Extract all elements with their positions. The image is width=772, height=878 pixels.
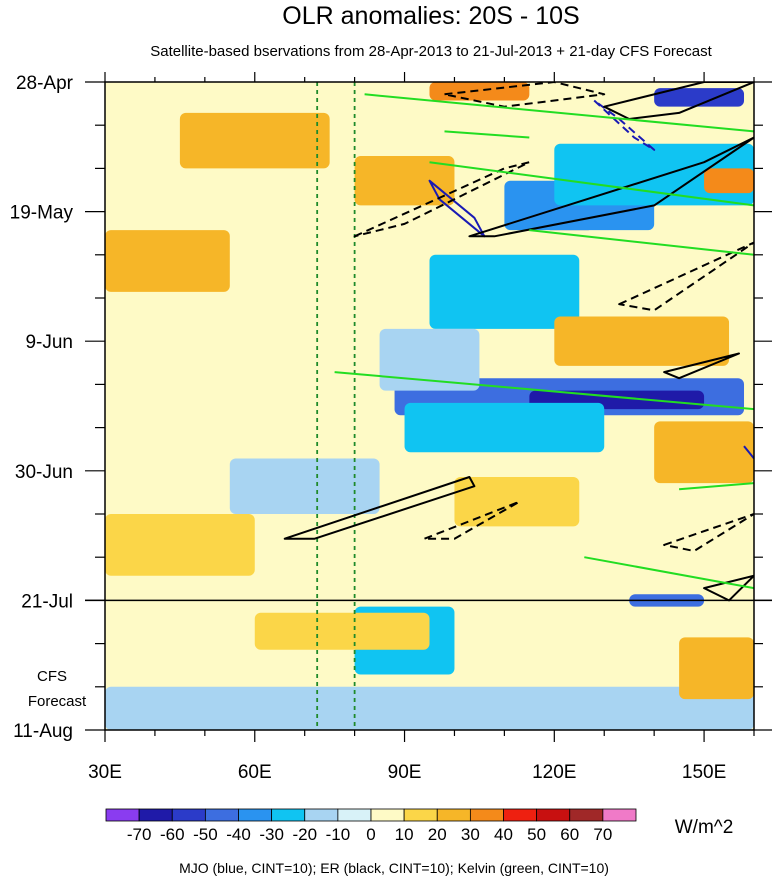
y-tick-label: 11-Aug <box>13 721 73 742</box>
colorbar-label: -20 <box>292 825 317 844</box>
forecast-label-line1: CFS <box>37 668 67 685</box>
colorbar-label: 30 <box>461 825 480 844</box>
colorbar-swatch-10 <box>436 808 471 822</box>
colorbar-label: 50 <box>527 825 546 844</box>
heatmap-cells <box>105 82 754 730</box>
kelvin-contour-15 <box>429 161 754 207</box>
plot-area <box>85 81 772 731</box>
colorbar-swatch-13 <box>536 808 571 822</box>
colorbar-units: W/m^2 <box>675 817 734 838</box>
colorbar-label: 70 <box>593 825 612 844</box>
heatmap-cell-24 <box>679 637 754 700</box>
x-axis: 30E 60E 90E 120E 150E <box>88 72 755 783</box>
colorbar-label: 10 <box>395 825 414 844</box>
colorbar-swatch-11 <box>469 808 504 822</box>
heatmap-cell-19 <box>654 421 754 484</box>
er-contour-8 <box>353 161 531 238</box>
x-tick-label: 60E <box>238 762 272 783</box>
colorbar-swatch-2 <box>171 808 206 822</box>
chart-title: OLR anomalies: 20S - 10S <box>282 2 579 30</box>
heatmap-cell-16 <box>105 230 230 292</box>
kelvin-contour-13 <box>334 371 754 411</box>
colorbar: -70 -60 -50 -40 -30 -20 -10 0 10 20 30 40 50 60 70 <box>105 808 637 844</box>
colorbar-label: -30 <box>259 825 284 844</box>
kelvin-contour-16 <box>529 229 754 256</box>
y-tick-label: 30-Jun <box>15 462 73 483</box>
x-tick-label: 120E <box>532 762 576 783</box>
heatmap-cell-14 <box>105 686 754 730</box>
y-axis: 28-Apr 19-May 9-Jun 30-Jun 21-Jul 11-Aug <box>10 73 772 742</box>
colorbar-label: 60 <box>560 825 579 844</box>
colorbar-swatch-3 <box>204 808 239 822</box>
er-contour-11 <box>663 513 754 552</box>
heatmap-cell-23 <box>254 612 430 650</box>
mjo-contour-1 <box>593 99 656 151</box>
heatmap-cell-17 <box>354 156 455 206</box>
colorbar-swatch-7 <box>337 808 372 822</box>
heatmap-cell-22 <box>105 514 255 576</box>
er-contour-7 <box>703 574 754 602</box>
colorbar-swatch-1 <box>138 808 173 822</box>
reference-lines <box>316 82 356 730</box>
colorbar-swatch-15 <box>602 808 637 822</box>
colorbar-label: -40 <box>226 825 251 844</box>
colorbar-label: 0 <box>366 825 375 844</box>
heatmap-cell-15 <box>179 112 330 169</box>
colorbar-label: -60 <box>160 825 185 844</box>
wave-contours <box>283 82 754 602</box>
heatmap-cell-8 <box>379 328 480 391</box>
colorbar-label: -50 <box>193 825 218 844</box>
y-tick-label: 9-Jun <box>25 332 73 353</box>
colorbar-swatch-12 <box>503 808 538 822</box>
heatmap-cell-7 <box>404 402 605 453</box>
er-contour-5 <box>283 476 476 540</box>
y-tick-label: 28-Apr <box>16 73 74 94</box>
mjo-contour-2 <box>743 445 754 460</box>
kelvin-contour-17 <box>584 556 754 590</box>
er-contour-12 <box>443 82 606 108</box>
er-contour-6 <box>663 352 740 380</box>
colorbar-label: 20 <box>428 825 447 844</box>
colorbar-swatch-9 <box>403 808 438 822</box>
heatmap-cell-12 <box>554 143 754 206</box>
heatmap-cell-9 <box>229 458 380 514</box>
colorbar-label: -70 <box>127 825 152 844</box>
heatmap-cell-18 <box>554 316 730 366</box>
heatmap-cell-21 <box>704 168 754 194</box>
colorbar-swatch-8 <box>370 808 405 822</box>
er-contour-9 <box>618 241 754 312</box>
colorbar-swatch-14 <box>569 808 604 822</box>
kelvin-contour-14 <box>364 93 754 133</box>
heatmap-cell-13 <box>654 88 745 107</box>
er-contour-4 <box>603 82 754 120</box>
kelvin-contour-19 <box>679 482 754 491</box>
heatmap-cell-2 <box>429 254 580 329</box>
colorbar-swatch-0 <box>105 808 140 822</box>
forecast-label-line2: Forecast <box>28 693 87 710</box>
heatmap-cell-20 <box>429 82 530 101</box>
chart-subtitle: Satellite-based bservations from 28-Apr-… <box>150 43 712 60</box>
colorbar-swatch-5 <box>271 808 306 822</box>
colorbar-swatch-6 <box>304 808 339 822</box>
y-tick-label: 19-May <box>10 203 74 224</box>
plot-frame <box>104 81 755 731</box>
y-tick-label: 21-Jul <box>21 591 73 612</box>
colorbar-swatch-4 <box>238 808 273 822</box>
kelvin-contour-18 <box>444 130 530 139</box>
er-contour-3 <box>468 136 754 238</box>
x-tick-label: 150E <box>682 762 726 783</box>
x-tick-label: 90E <box>388 762 422 783</box>
contour-note: MJO (blue, CINT=10); ER (black, CINT=10)… <box>179 860 609 876</box>
colorbar-label: -10 <box>326 825 351 844</box>
colorbar-label: 40 <box>494 825 513 844</box>
x-tick-label: 30E <box>88 762 122 783</box>
